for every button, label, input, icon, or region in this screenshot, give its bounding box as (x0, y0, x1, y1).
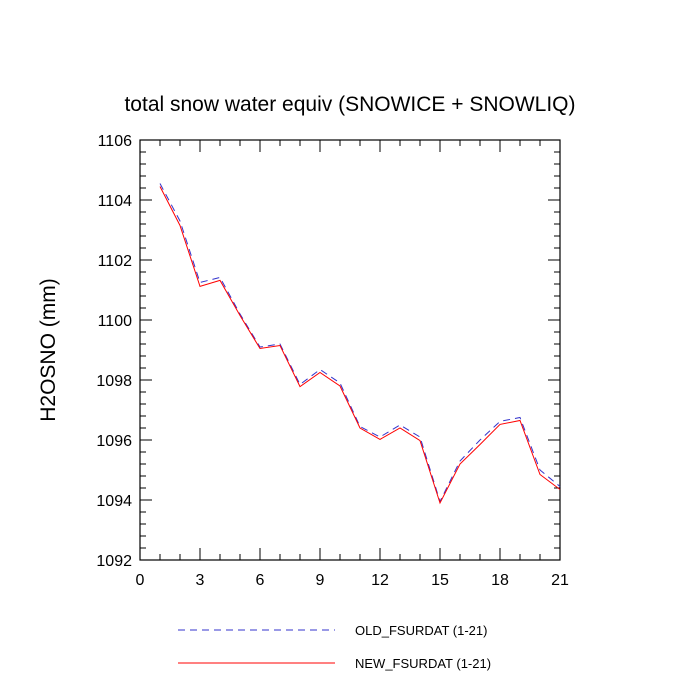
y-tick-label: 1098 (96, 373, 132, 390)
y-tick-label: 1092 (96, 553, 132, 570)
y-tick-label: 1102 (98, 253, 133, 270)
x-tick-label: 12 (371, 572, 389, 589)
y-tick-label: 1106 (98, 133, 133, 150)
y-tick-label: 1094 (96, 493, 132, 510)
y-axis-label: H2OSNO (mm) (37, 278, 60, 422)
axis-tick-labels: 0 3 6 9 12 15 18 21 1092 1094 1096 1098 1100 1102 1104… (96, 133, 569, 589)
x-tick-label: 0 (136, 572, 145, 589)
y-tick-label: 1100 (98, 313, 133, 330)
series-lines (159, 183, 561, 505)
chart-title: total snow water equiv (SNOWICE + SNOWLI… (124, 93, 575, 116)
legend-label-2: NEW_FSURDAT (1-21) (355, 656, 491, 671)
x-tick-label: 15 (431, 572, 449, 589)
plot-frame (139, 139, 561, 561)
legend-label-1: OLD_FSURDAT (1-21) (355, 623, 487, 638)
legend: OLD_FSURDAT (1-21) NEW_FSURDAT (1-21) (178, 623, 491, 671)
x-tick-label: 6 (256, 572, 265, 589)
series-line-2 (159, 186, 561, 505)
x-tick-label: 3 (196, 572, 205, 589)
x-tick-label: 18 (491, 572, 509, 589)
axis-ticks (139, 139, 561, 561)
y-tick-label: 1096 (96, 433, 132, 450)
x-tick-label: 9 (316, 572, 325, 589)
series-line-1 (159, 183, 561, 503)
x-tick-label: 21 (551, 572, 569, 589)
y-tick-label: 1104 (98, 193, 133, 210)
